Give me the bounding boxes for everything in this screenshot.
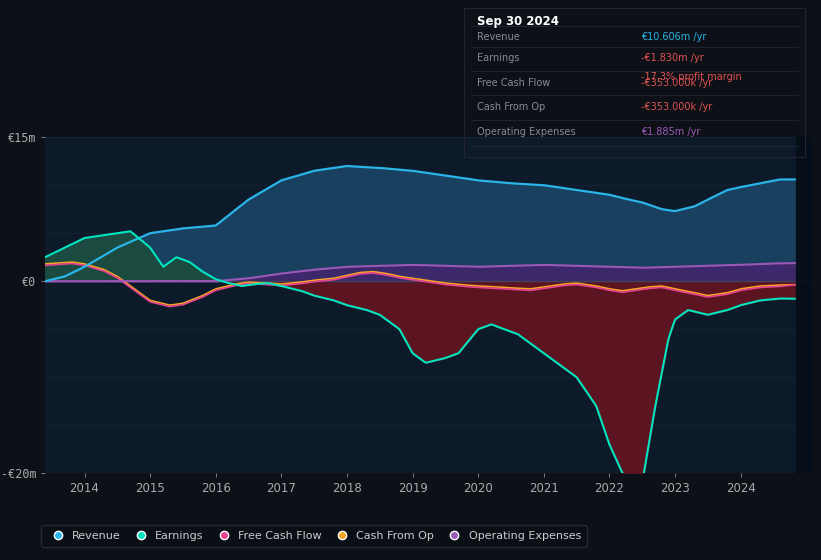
Text: Revenue: Revenue [478, 32, 521, 42]
Text: €1.885m /yr: €1.885m /yr [641, 127, 700, 137]
Text: Free Cash Flow: Free Cash Flow [478, 78, 551, 88]
Text: Earnings: Earnings [478, 53, 520, 63]
Text: -€353.000k /yr: -€353.000k /yr [641, 102, 713, 112]
Text: -€353.000k /yr: -€353.000k /yr [641, 78, 713, 88]
Text: €10.606m /yr: €10.606m /yr [641, 32, 706, 42]
Text: -17.3% profit margin: -17.3% profit margin [641, 72, 742, 82]
Text: -€1.830m /yr: -€1.830m /yr [641, 53, 704, 63]
Bar [796, 137, 813, 473]
Text: Operating Expenses: Operating Expenses [478, 127, 576, 137]
Text: Cash From Op: Cash From Op [478, 102, 546, 112]
Legend: Revenue, Earnings, Free Cash Flow, Cash From Op, Operating Expenses: Revenue, Earnings, Free Cash Flow, Cash … [41, 525, 587, 547]
Text: Sep 30 2024: Sep 30 2024 [478, 15, 559, 28]
